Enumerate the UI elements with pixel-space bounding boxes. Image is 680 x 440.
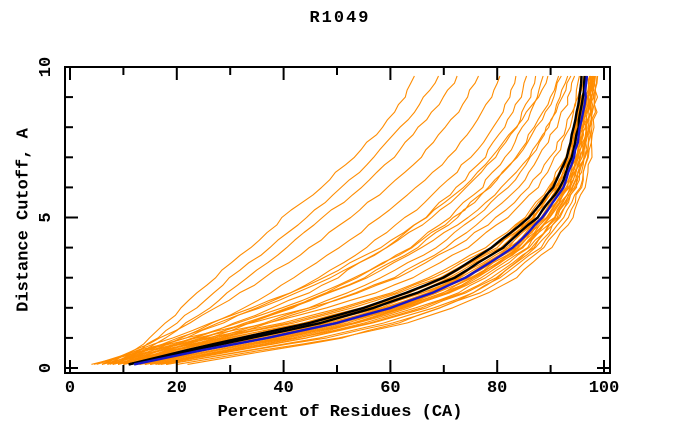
model-02-curve (109, 75, 439, 365)
y-axis-label: Distance Cutoff, A (14, 128, 34, 312)
y-tick-label: 10 (37, 57, 56, 77)
highlight-blue-curve (133, 75, 589, 366)
reference-black-1-curve (128, 75, 583, 366)
model-03-curve (112, 75, 458, 365)
model-11-curve (123, 75, 560, 365)
y-tick-label: 5 (37, 212, 56, 222)
x-tick-label: 40 (273, 379, 293, 398)
x-tick-label: 20 (167, 379, 187, 398)
model-37-curve (144, 75, 593, 365)
x-tick-label: 80 (487, 379, 507, 398)
model-15-curve (128, 75, 576, 365)
model-08-curve (107, 75, 537, 365)
x-tick-label: 60 (380, 379, 400, 398)
chart-title: R1049 (309, 9, 371, 28)
model-10-curve (101, 75, 549, 365)
x-axis-label: Percent of Residues (CA) (217, 403, 463, 422)
model-04-curve (101, 75, 479, 365)
model-14-curve (117, 75, 572, 365)
plot-border (64, 66, 611, 374)
model-32-curve (93, 75, 580, 365)
model-01-curve (107, 75, 415, 365)
model-43-curve (176, 75, 599, 365)
model-40-curve (158, 75, 594, 365)
model-13-curve (133, 75, 569, 365)
x-tick-label: 0 (65, 379, 75, 398)
x-tick-label: 100 (589, 379, 620, 398)
model-31-curve (96, 75, 582, 365)
model-05-curve (117, 75, 501, 365)
y-tick-label: 0 (37, 363, 56, 373)
curves-layer (91, 75, 599, 366)
reference-black-2-curve (128, 75, 586, 366)
model-12-curve (112, 75, 562, 365)
model-09-curve (128, 75, 544, 365)
model-44-curve (187, 75, 594, 365)
